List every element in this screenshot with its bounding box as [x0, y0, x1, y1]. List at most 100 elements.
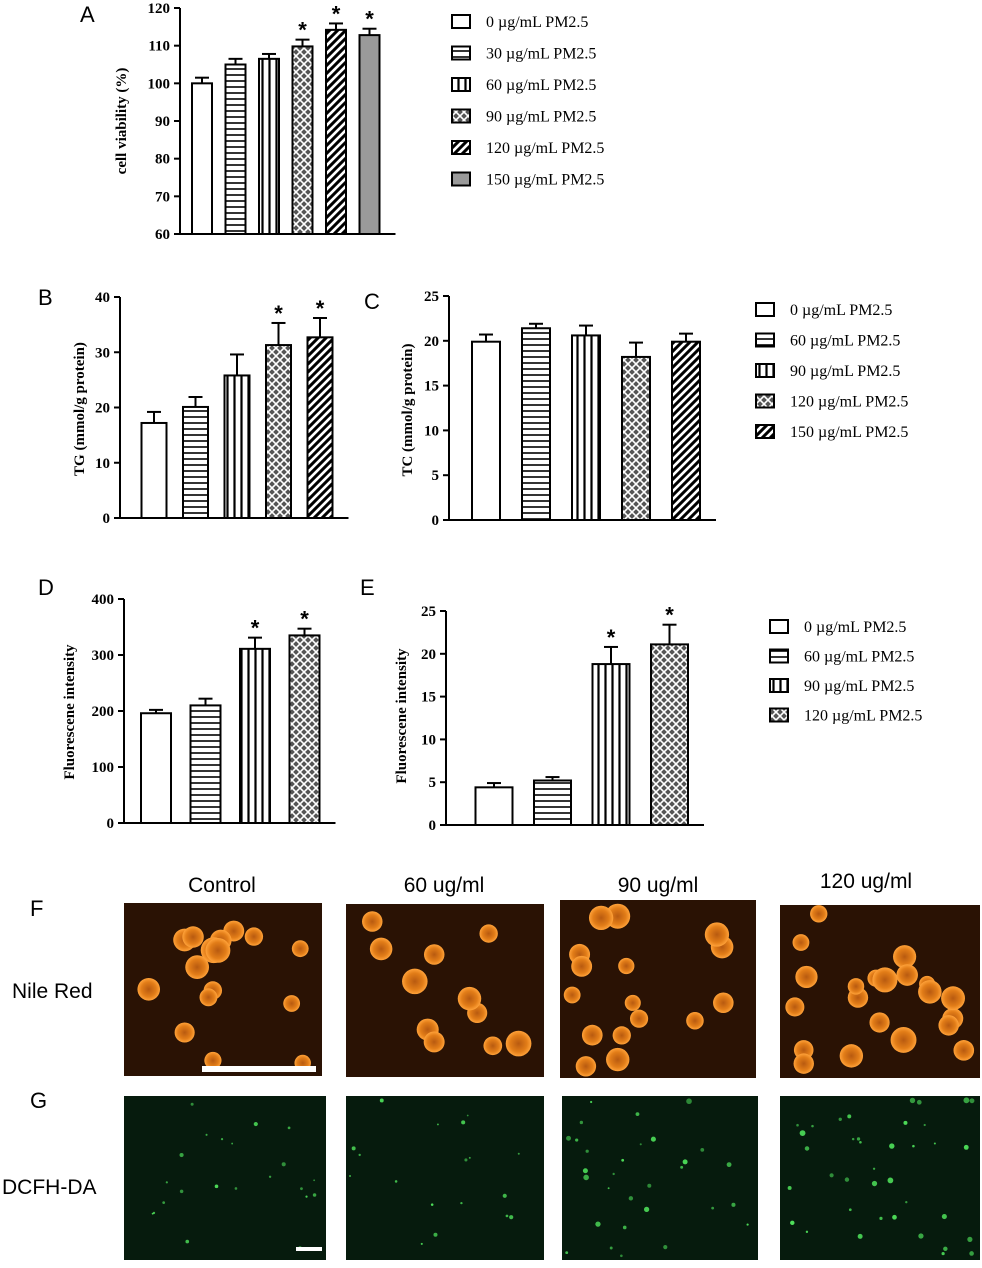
- fluorescent-dot: [912, 1144, 915, 1148]
- panel-letter-d: D: [38, 575, 54, 600]
- y-tick-label: 10: [424, 423, 439, 439]
- stained-cell: [686, 1011, 704, 1030]
- bar-b-0: [140, 421, 168, 519]
- fluorescent-dot: [918, 1233, 924, 1239]
- y-tick-label: 5: [429, 775, 437, 791]
- fluorescent-dot: [647, 1183, 652, 1188]
- legend-label: 60 µg/mL PM2.5: [804, 649, 914, 666]
- stained-cell: [839, 1044, 864, 1068]
- chart-panel-a: A 60 70 80 90 100 110 120 cell viability (%) * * * 0…: [80, 1, 604, 243]
- fluorescent-dot: [300, 1187, 303, 1191]
- fluorescent-dot: [620, 1254, 623, 1258]
- fluorescent-dot: [394, 1180, 398, 1183]
- bar-a-0: [191, 82, 213, 236]
- bar-a-5: [358, 34, 381, 236]
- bar-d-3: [288, 634, 321, 825]
- y-tick-label: 120: [148, 1, 171, 17]
- significance-star: *: [365, 7, 374, 32]
- stained-cell: [199, 988, 218, 1007]
- fluorescent-dot: [595, 1221, 601, 1227]
- stained-cell: [174, 1022, 195, 1043]
- fluorescent-dot: [466, 1114, 469, 1117]
- bar-b-3: [265, 344, 292, 519]
- significance-star: *: [300, 607, 309, 632]
- fluorescent-dot: [941, 1251, 945, 1256]
- panel-letter-b: B: [38, 285, 53, 310]
- stained-cell: [283, 995, 301, 1012]
- bar-d-1: [189, 704, 222, 825]
- panel-letter-c: C: [364, 289, 380, 314]
- fluorescent-dot: [607, 1187, 610, 1190]
- fluorescent-dot: [612, 1172, 615, 1176]
- fluorescent-dot: [726, 1162, 732, 1168]
- image-background: [124, 1096, 326, 1260]
- y-axis-label: TG (mmol/g protein): [72, 342, 88, 476]
- bar-e-1: [533, 779, 572, 826]
- fluorescent-dot: [829, 1173, 834, 1178]
- bar-b-1: [182, 405, 209, 520]
- panel-letter-f: F: [30, 896, 43, 921]
- nile-red-image-0: [124, 903, 322, 1076]
- bar-c-2: [571, 334, 601, 522]
- bar-e-0: [474, 786, 514, 826]
- fluorescent-dot: [963, 1097, 970, 1104]
- fluorescent-dot: [505, 1214, 509, 1218]
- stained-cell: [869, 1012, 890, 1033]
- fluorescent-dot: [609, 1246, 613, 1250]
- fluorescent-dot: [214, 1184, 219, 1189]
- legend-label: 0 µg/mL PM2.5: [790, 302, 892, 319]
- stained-cell: [847, 978, 865, 995]
- fluorescent-dot: [287, 1126, 291, 1130]
- chart-panel-b: B 0 10 20 30 40 TG (mmol/g protein) * *: [38, 285, 349, 527]
- fluorescent-dot: [847, 1114, 852, 1119]
- stained-cell: [505, 1030, 532, 1057]
- bar-a-3: [291, 45, 314, 235]
- fluorescent-dot: [165, 1181, 168, 1184]
- stained-cell: [872, 967, 898, 993]
- fluorescent-dot: [152, 1211, 156, 1215]
- y-tick-label: 400: [92, 592, 115, 608]
- y-tick-label: 30: [95, 345, 110, 361]
- fluorescent-dot: [796, 1123, 799, 1127]
- image-background: [346, 1096, 544, 1260]
- chart-panel-e: E 0 5 10 15 20 25 Fluorescene intensity * * 0 µg/m…: [360, 575, 922, 834]
- fluorescent-dot: [185, 1239, 190, 1244]
- fluorescent-dot: [281, 1162, 286, 1167]
- fluorescent-dot: [312, 1193, 317, 1197]
- stained-cell: [204, 1051, 222, 1070]
- fluorescent-dot: [923, 1123, 926, 1127]
- y-tick-label: 10: [95, 456, 110, 472]
- fluorescent-dot: [859, 1140, 862, 1144]
- fluorescent-dot: [903, 1120, 908, 1125]
- fluorescent-dot: [879, 1216, 883, 1220]
- fluorescent-dot: [460, 1201, 463, 1205]
- y-tick-label: 100: [92, 760, 115, 776]
- stained-cell: [793, 1053, 814, 1074]
- fluorescent-dot: [234, 1187, 238, 1190]
- stained-cell: [244, 927, 264, 946]
- y-tick-label: 80: [155, 152, 170, 168]
- fluorescent-dot: [579, 1120, 584, 1125]
- legend-a: 0 µg/mL PM2.5 30 µg/mL PM2.5 60 µg/mL PM2.…: [451, 14, 604, 189]
- bar-a-2: [258, 57, 280, 235]
- fluorescent-dot: [663, 1245, 668, 1250]
- y-tick-label: 0: [432, 513, 440, 529]
- fluorescent-dot: [379, 1098, 384, 1103]
- stained-cell: [423, 1031, 445, 1053]
- significance-star: *: [607, 625, 616, 650]
- fluorescent-dot: [565, 1251, 569, 1255]
- fluorescent-dot: [313, 1179, 316, 1182]
- scale-bar: [296, 1247, 322, 1251]
- stained-cell: [890, 1027, 917, 1053]
- y-tick-label: 20: [421, 647, 436, 663]
- fluorescent-dot: [811, 1124, 814, 1128]
- dcfh-da-image-1: [346, 1096, 544, 1260]
- fluorescent-dot: [943, 1246, 948, 1252]
- fluorescent-dot: [799, 1130, 806, 1137]
- stained-cell: [795, 965, 818, 989]
- fluorescent-dot: [643, 1206, 650, 1212]
- fluorescent-dot: [162, 1201, 166, 1204]
- fluorescent-dot: [349, 1174, 352, 1178]
- significance-star: *: [251, 616, 260, 641]
